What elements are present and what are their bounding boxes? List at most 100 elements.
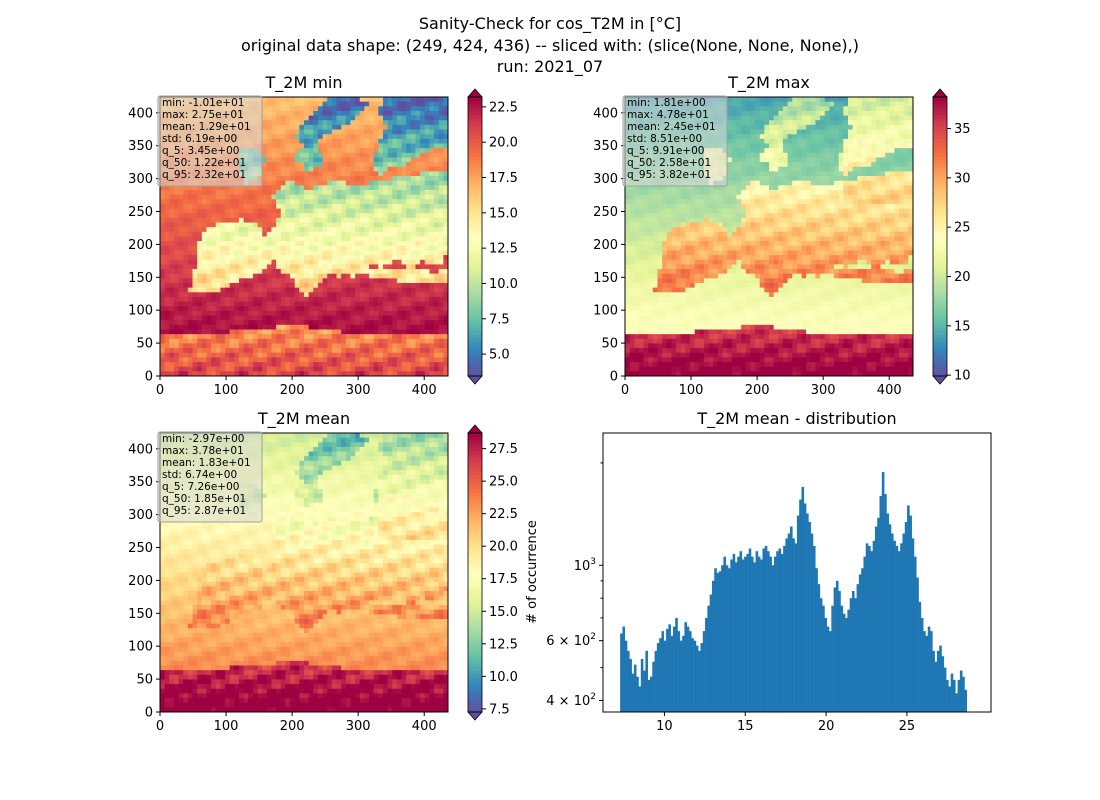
heatmap-cell: [331, 366, 338, 372]
heatmap-cell: [429, 101, 435, 107]
heatmap-cell: [201, 213, 208, 219]
heatmap-cell: [234, 366, 240, 372]
heatmap-cell: [248, 352, 254, 358]
heatmap-cell: [285, 124, 291, 131]
heatmap-cell: [201, 320, 208, 326]
heatmap-cell: [262, 166, 268, 172]
heatmap-cell: [304, 166, 310, 172]
heatmap-cell: [304, 222, 310, 228]
heatmap-cell: [908, 97, 913, 103]
heatmap-cell: [429, 162, 435, 168]
heatmap-cell: [276, 231, 282, 238]
heatmap-cell: [434, 343, 440, 349]
heatmap-cell: [336, 124, 342, 131]
heatmap-cell: [852, 129, 858, 135]
heatmap-cell: [160, 357, 166, 363]
heatmap-cell: [420, 371, 426, 376]
heatmap-cell: [885, 110, 891, 117]
heatmap-cell: [750, 171, 756, 177]
heatmap-cell: [215, 245, 221, 252]
heatmap-cell: [294, 273, 300, 279]
heatmap-cell: [276, 287, 282, 293]
heatmap-cell: [215, 194, 221, 200]
heatmap-cell: [290, 315, 296, 321]
heatmap-cell: [164, 343, 170, 349]
heatmap-cell: [164, 255, 170, 261]
heatmap-cell: [355, 306, 361, 312]
heatmap-cell: [183, 208, 189, 214]
heatmap-cell: [262, 320, 268, 326]
heatmap-cell: [801, 176, 807, 182]
heatmap-cell: [382, 329, 389, 335]
heatmap-cell: [378, 138, 384, 145]
heatmap-cell: [745, 171, 752, 177]
heatmap-cell: [373, 176, 379, 182]
heatmap-cell: [243, 292, 249, 298]
heatmap-cell: [225, 241, 231, 247]
heatmap-cell: [294, 296, 300, 303]
heatmap-cell: [810, 101, 817, 107]
heatmap-cell: [415, 292, 421, 298]
heatmap-cell: [392, 301, 398, 307]
heatmap-cell: [406, 162, 412, 168]
colorbar-segment: [468, 309, 482, 314]
heatmap-cell: [294, 371, 300, 376]
heatmap-cell: [317, 180, 324, 186]
heatmap-cell: [294, 348, 300, 354]
heatmap-cell: [406, 278, 412, 284]
heatmap-cell: [406, 231, 412, 238]
heatmap-cell: [192, 287, 198, 293]
heatmap-cell: [169, 310, 175, 317]
heatmap-cell: [415, 101, 421, 107]
heatmap-cell: [192, 338, 198, 345]
heatmap-cell: [164, 315, 170, 321]
heatmap-cell: [369, 236, 375, 242]
heatmap-cell: [229, 315, 235, 321]
heatmap-cell: [187, 255, 194, 261]
heatmap-cell: [369, 213, 375, 219]
heatmap-cell: [238, 352, 245, 358]
heatmap-cell: [401, 120, 407, 126]
heatmap-cell: [178, 190, 184, 196]
heatmap-cell: [387, 217, 393, 224]
heatmap-cell: [908, 143, 913, 149]
heatmap-cell: [331, 357, 338, 363]
heatmap-cell: [392, 366, 398, 372]
heatmap-cell: [308, 152, 314, 159]
heatmap-cell: [406, 106, 412, 112]
heatmap-cell: [317, 199, 324, 205]
heatmap-cell: [271, 329, 277, 335]
heatmap-cell: [350, 245, 356, 252]
heatmap-cell: [415, 194, 421, 200]
colorbar-segment: [468, 173, 482, 178]
heatmap-cell: [322, 348, 328, 354]
heatmap-cell: [420, 101, 426, 107]
heatmap-cell: [387, 120, 393, 126]
heatmap-cell: [741, 162, 747, 168]
heatmap-cell: [285, 236, 291, 242]
heatmap-cell: [173, 227, 180, 233]
heatmap-cell: [438, 143, 444, 149]
heatmap-cell: [759, 157, 765, 163]
heatmap-cell: [160, 352, 166, 358]
heatmap-cell: [252, 301, 259, 307]
heatmap-cell: [280, 171, 287, 177]
heatmap-cell: [364, 115, 370, 121]
heatmap-cell: [290, 231, 296, 238]
heatmap-cell: [745, 176, 752, 182]
heatmap-cell: [313, 283, 319, 289]
heatmap-cell: [429, 180, 435, 186]
heatmap-cell: [243, 278, 249, 284]
heatmap-cell: [434, 324, 440, 331]
heatmap-cell: [331, 120, 338, 126]
heatmap-cell: [782, 166, 789, 172]
heatmap-cell: [782, 171, 789, 177]
heatmap-cell: [350, 171, 356, 177]
heatmap-cell: [257, 236, 263, 242]
heatmap-cell: [373, 343, 379, 349]
heatmap-cell: [169, 264, 175, 270]
heatmap-cell: [197, 231, 203, 238]
heatmap-cell: [750, 97, 756, 103]
heatmap-cell: [369, 162, 375, 168]
heatmap-cell: [392, 292, 398, 298]
